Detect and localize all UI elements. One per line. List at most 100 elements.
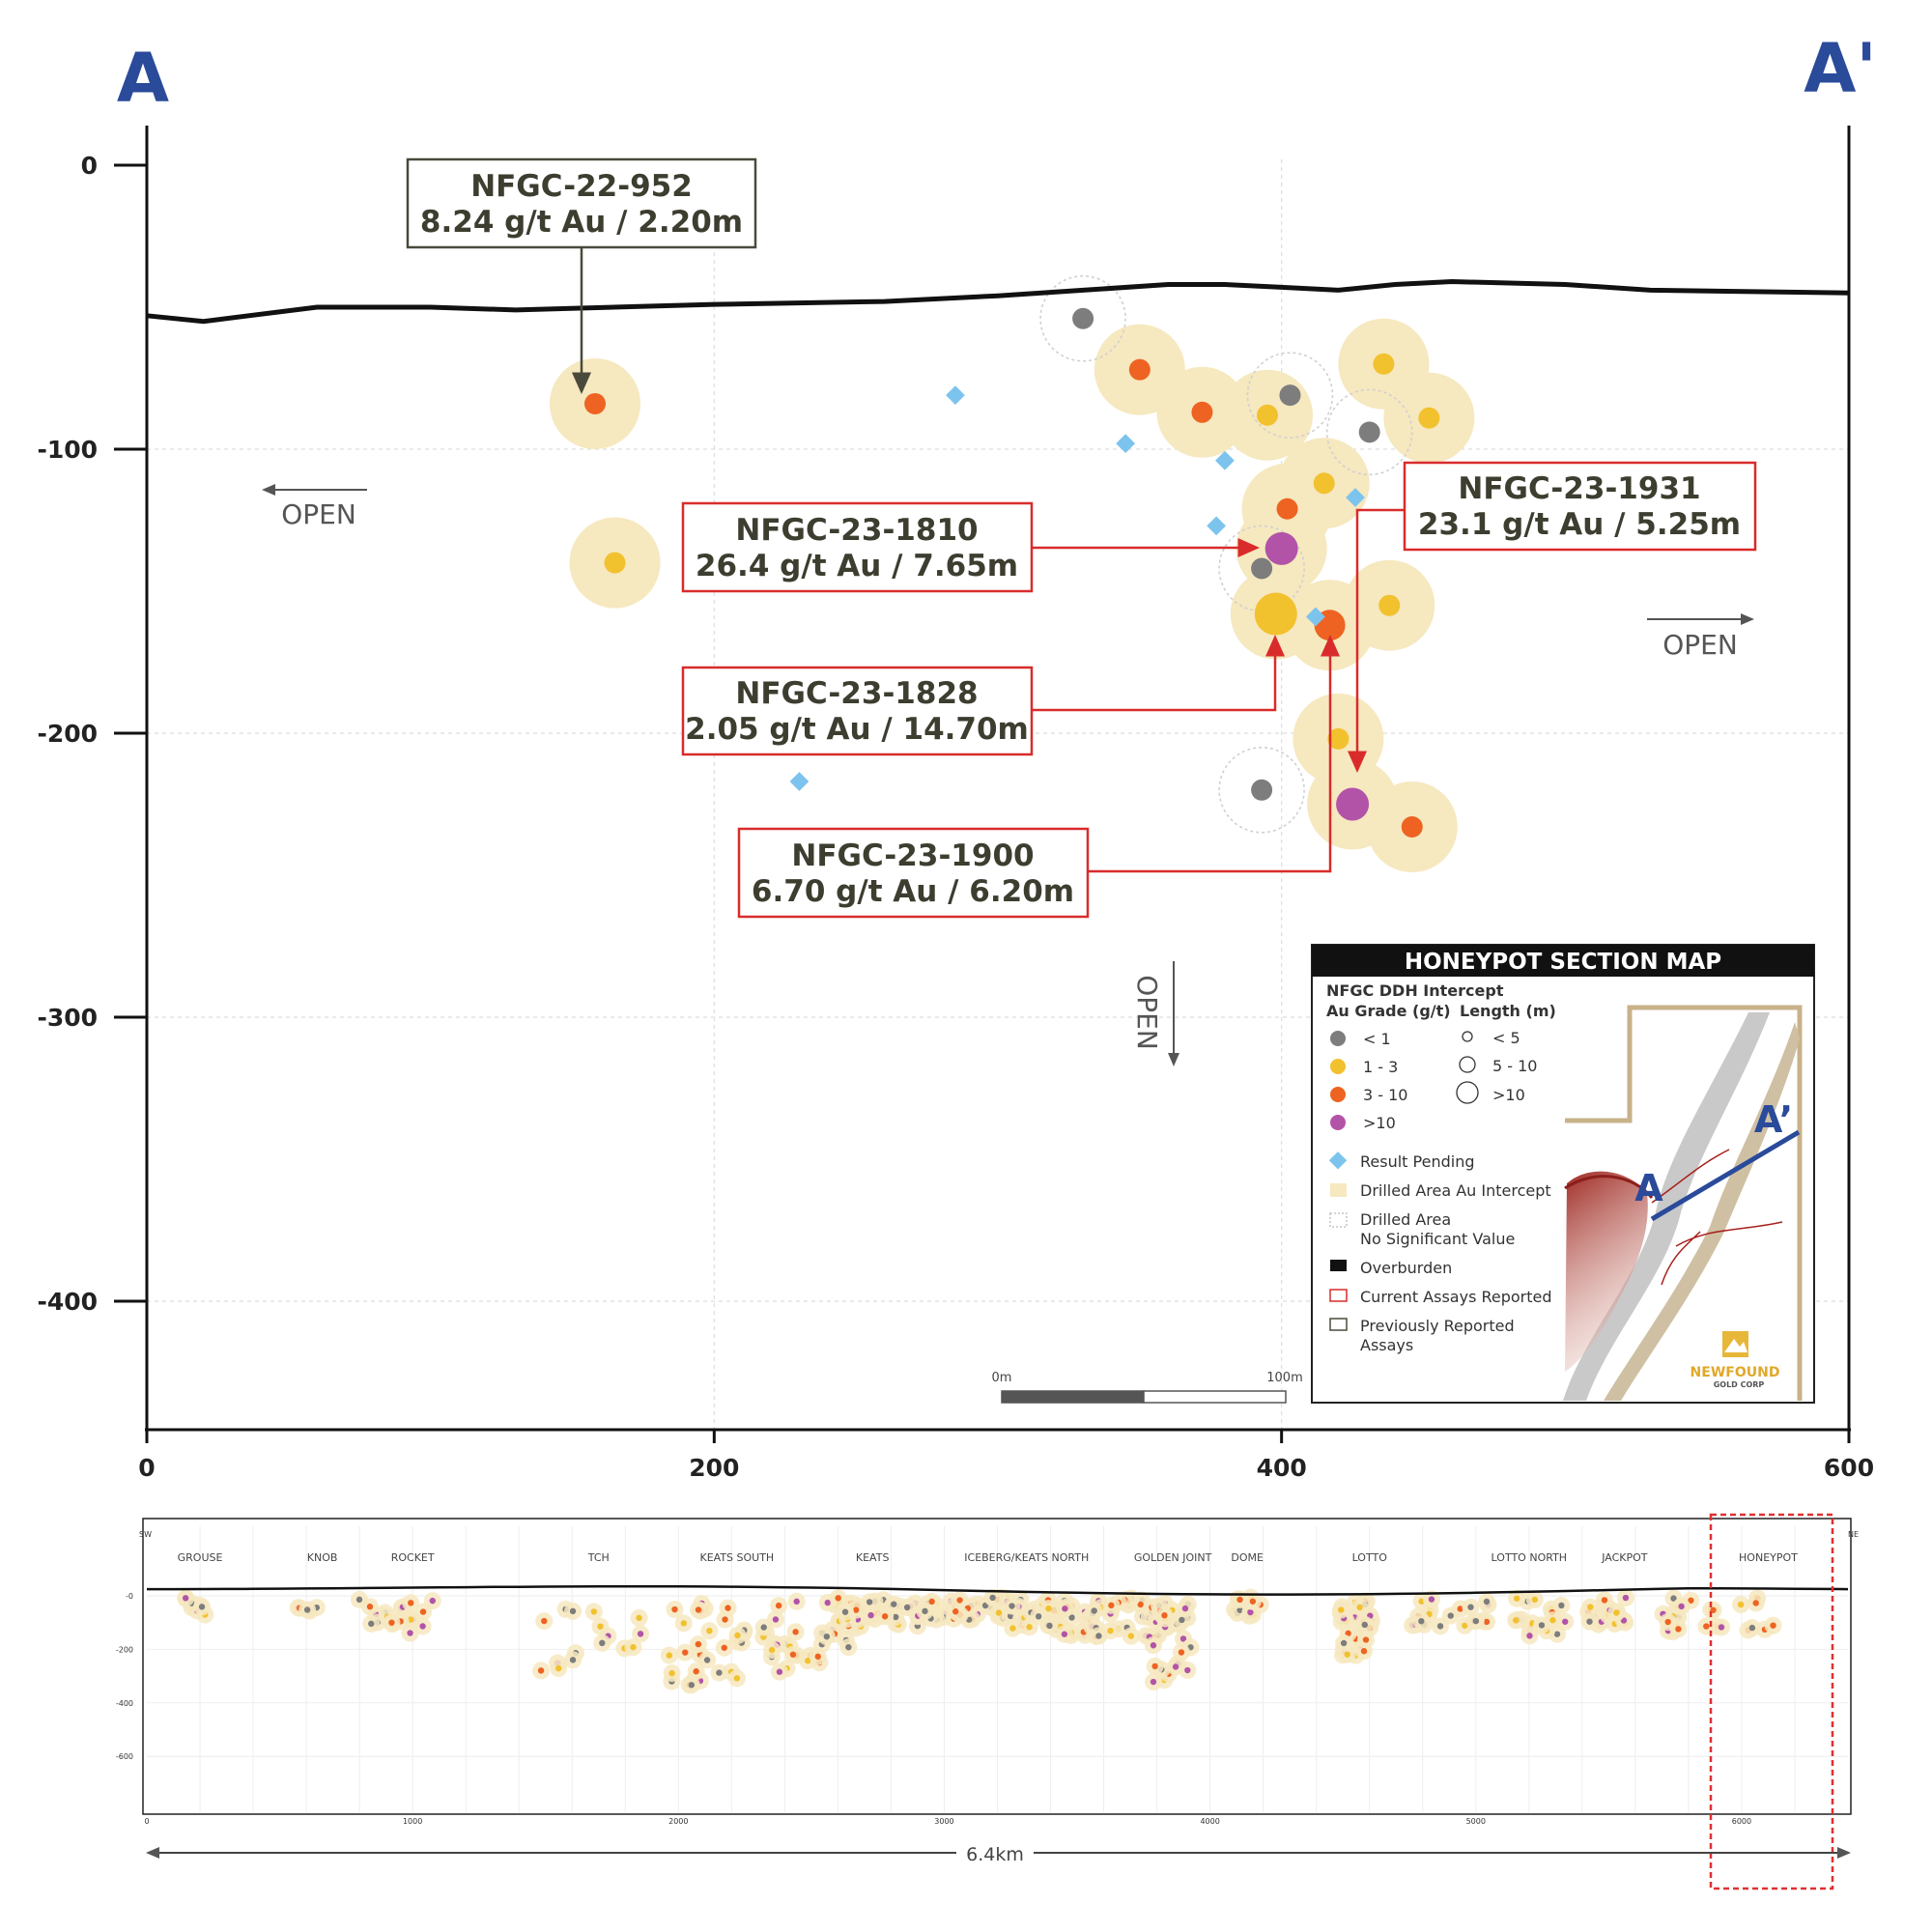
ls-intercept	[388, 1619, 395, 1626]
ls-intercept	[1531, 1596, 1539, 1604]
ls-intercept	[680, 1620, 687, 1627]
ls-x-tick-label: 2000	[668, 1817, 688, 1826]
ls-intercept	[419, 1623, 426, 1630]
ls-intercept	[716, 1669, 723, 1676]
ls-intercept	[1526, 1633, 1533, 1639]
ls-intercept	[1483, 1598, 1491, 1605]
ls-intercept	[1670, 1595, 1677, 1602]
ls-intercept	[1447, 1612, 1454, 1619]
ls-zone-label: KEATS	[856, 1551, 890, 1564]
pending-result	[946, 385, 965, 406]
ls-intercept	[928, 1598, 935, 1605]
legend-length-5-10-swatch	[1459, 1056, 1476, 1073]
ls-intercept	[303, 1606, 311, 1613]
ls-intercept	[569, 1607, 577, 1615]
intercept-point	[1313, 472, 1335, 495]
legend-previous-line1: Previously Reported	[1360, 1317, 1515, 1335]
pending-result	[1116, 434, 1136, 454]
ls-intercept	[1062, 1605, 1068, 1612]
intercept-point	[1264, 531, 1298, 565]
ls-intercept	[1026, 1624, 1033, 1631]
x-axis-ticks: 0 200 400 600	[138, 1430, 1874, 1482]
ls-intercept	[852, 1606, 860, 1613]
ls-x-tick-label: 3000	[934, 1817, 953, 1826]
ls-intercept	[1678, 1603, 1685, 1610]
ls-intercept	[1361, 1621, 1368, 1629]
scale-bar: 0m 100m	[992, 1371, 1303, 1404]
ls-intercept	[804, 1658, 811, 1664]
callout-result: 26.4 g/t Au / 7.65m	[696, 549, 1018, 583]
ls-intercept	[1462, 1622, 1468, 1629]
y-tick-label: -100	[37, 436, 98, 464]
ls-intercept	[368, 1620, 375, 1628]
callout-nfgc-23-1810: NFGC-23-1810 26.4 g/t Au / 7.65m	[681, 501, 1034, 593]
ls-zone-label: HONEYPOT	[1739, 1551, 1798, 1564]
long-section-overburden	[147, 1584, 1849, 1596]
legend-halo: Drilled Area Au Intercept	[1360, 1181, 1551, 1200]
ls-intercept	[1150, 1642, 1157, 1649]
x-tick-label: 600	[1824, 1454, 1874, 1482]
inset-label-a: A	[1634, 1167, 1663, 1209]
callout-hole: NFGC-23-1900	[791, 838, 1034, 873]
ls-intercept	[1752, 1600, 1759, 1606]
long-section-ne-label: NE	[1848, 1530, 1859, 1539]
ls-intercept	[1172, 1663, 1179, 1670]
ls-zone-label: LOTTO NORTH	[1492, 1551, 1568, 1564]
ls-intercept	[599, 1639, 606, 1647]
legend-length-5-10: 5 - 10	[1492, 1057, 1537, 1075]
ls-zone-label: JACKPOT	[1601, 1551, 1648, 1564]
nsv-area	[1325, 388, 1413, 476]
pending-result	[1207, 516, 1227, 536]
intercept-point	[1256, 404, 1278, 426]
nsv-area	[1246, 352, 1334, 439]
ls-zone-label: ICEBERG/KEATS NORTH	[964, 1551, 1089, 1564]
y-tick-label: -400	[37, 1288, 98, 1316]
legend-pending: Result Pending	[1360, 1152, 1474, 1171]
ls-intercept	[768, 1646, 776, 1654]
logo-subname: GOLD CORP	[1714, 1380, 1765, 1389]
legend-length-header: Length (m)	[1460, 1002, 1556, 1020]
ls-intercept	[1247, 1608, 1254, 1616]
ls-intercept	[541, 1617, 548, 1625]
ls-intercept	[776, 1668, 783, 1675]
ls-intercept	[1068, 1614, 1075, 1621]
long-section-grid	[147, 1526, 1848, 1812]
ls-intercept	[366, 1604, 374, 1610]
scale-bar-start: 0m	[992, 1371, 1012, 1385]
ls-intercept	[841, 1608, 849, 1615]
ls-intercept	[597, 1623, 604, 1630]
ls-intercept	[866, 1599, 873, 1605]
pending-result	[1306, 607, 1325, 627]
ls-intercept	[1688, 1597, 1694, 1604]
legend-nsv-line2: No Significant Value	[1360, 1230, 1515, 1248]
ls-intercept	[1613, 1609, 1620, 1616]
open-left-label: OPEN	[281, 498, 356, 530]
legend-grade-1-3-swatch	[1330, 1059, 1346, 1074]
ls-intercept	[668, 1669, 675, 1677]
ls-intercept	[666, 1652, 673, 1659]
ls-zone-label: GOLDEN JOINT	[1134, 1551, 1212, 1564]
pending-result	[789, 772, 810, 791]
scale-bar-end: 100m	[1266, 1371, 1302, 1385]
long-section-x-ticks: 0 1000 2000 3000 4000 5000 6000	[144, 1817, 1751, 1826]
long-section-sw-label: SW	[139, 1530, 152, 1539]
callout-result: 2.05 g/t Au / 14.70m	[685, 712, 1029, 747]
ls-intercept	[1703, 1623, 1710, 1630]
ls-intercept	[1108, 1602, 1115, 1609]
ls-intercept	[1046, 1622, 1053, 1630]
ls-intercept	[407, 1630, 413, 1636]
legend-subtitle: NFGC DDH Intercept	[1326, 981, 1504, 1000]
ls-intercept	[688, 1682, 696, 1689]
ls-intercept	[1151, 1662, 1158, 1670]
ls-intercept	[922, 1607, 928, 1615]
ls-intercept	[682, 1649, 689, 1656]
inset-location-map: A A’	[1563, 1005, 1803, 1401]
y-tick-label: -300	[37, 1004, 98, 1032]
ls-intercept	[772, 1616, 780, 1623]
ls-zone-label: DOME	[1231, 1551, 1264, 1564]
ls-intercept	[703, 1657, 711, 1663]
ls-zone-label: GROUSE	[178, 1551, 223, 1564]
ls-intercept	[867, 1611, 874, 1619]
ls-intercept	[419, 1608, 427, 1615]
ls-intercept	[1137, 1601, 1144, 1608]
